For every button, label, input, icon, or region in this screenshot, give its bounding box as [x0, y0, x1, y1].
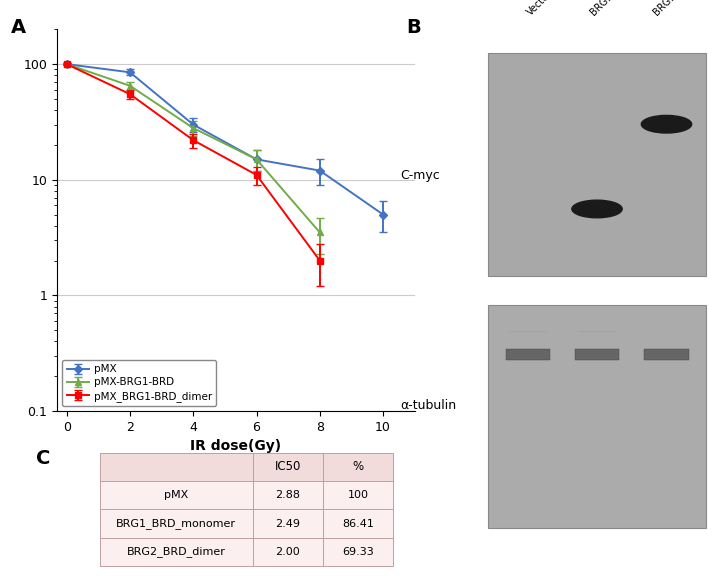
FancyBboxPatch shape	[644, 349, 689, 360]
Text: B: B	[407, 18, 421, 36]
Bar	[323, 510, 393, 538]
Text: BRG1_BRD_monomer: BRG1_BRD_monomer	[117, 518, 237, 529]
Bar	[323, 538, 393, 566]
Text: C: C	[36, 448, 50, 468]
Bar	[100, 510, 252, 538]
Text: 69.33: 69.33	[342, 547, 374, 557]
Ellipse shape	[572, 200, 622, 218]
Text: C-myc: C-myc	[400, 169, 440, 182]
Text: IC50: IC50	[275, 460, 301, 473]
Text: %: %	[352, 460, 364, 473]
Text: BRG1-BRD-dimer: BRG1-BRD-dimer	[651, 0, 715, 18]
Ellipse shape	[641, 116, 691, 133]
Bar	[488, 53, 706, 276]
Text: BRG1-BRD-monomer: BRG1-BRD-monomer	[588, 0, 668, 18]
Text: α-tubulin: α-tubulin	[400, 399, 456, 412]
Bar	[252, 538, 323, 566]
Text: pMX: pMX	[164, 490, 189, 500]
Bar	[100, 453, 252, 481]
Text: 86.41: 86.41	[342, 518, 374, 529]
Bar	[100, 481, 252, 510]
Text: 100: 100	[347, 490, 368, 500]
Bar	[252, 453, 323, 481]
Text: Vector: Vector	[526, 0, 554, 18]
X-axis label: IR dose(Gy): IR dose(Gy)	[190, 439, 282, 453]
Bar	[252, 510, 323, 538]
Text: 2.00: 2.00	[275, 547, 300, 557]
Text: 2.88: 2.88	[275, 490, 300, 500]
Text: A: A	[11, 18, 26, 37]
Legend: pMX, pMX-BRG1-BRD, pMX_BRG1-BRD_dimer: pMX, pMX-BRG1-BRD, pMX_BRG1-BRD_dimer	[62, 360, 216, 406]
Bar	[488, 305, 706, 528]
Bar	[252, 481, 323, 510]
Bar	[100, 538, 252, 566]
Text: 2.49: 2.49	[275, 518, 300, 529]
Text: BRG2_BRD_dimer: BRG2_BRD_dimer	[127, 546, 226, 558]
Bar	[323, 481, 393, 510]
Bar	[323, 453, 393, 481]
FancyBboxPatch shape	[575, 349, 619, 360]
FancyBboxPatch shape	[506, 349, 550, 360]
